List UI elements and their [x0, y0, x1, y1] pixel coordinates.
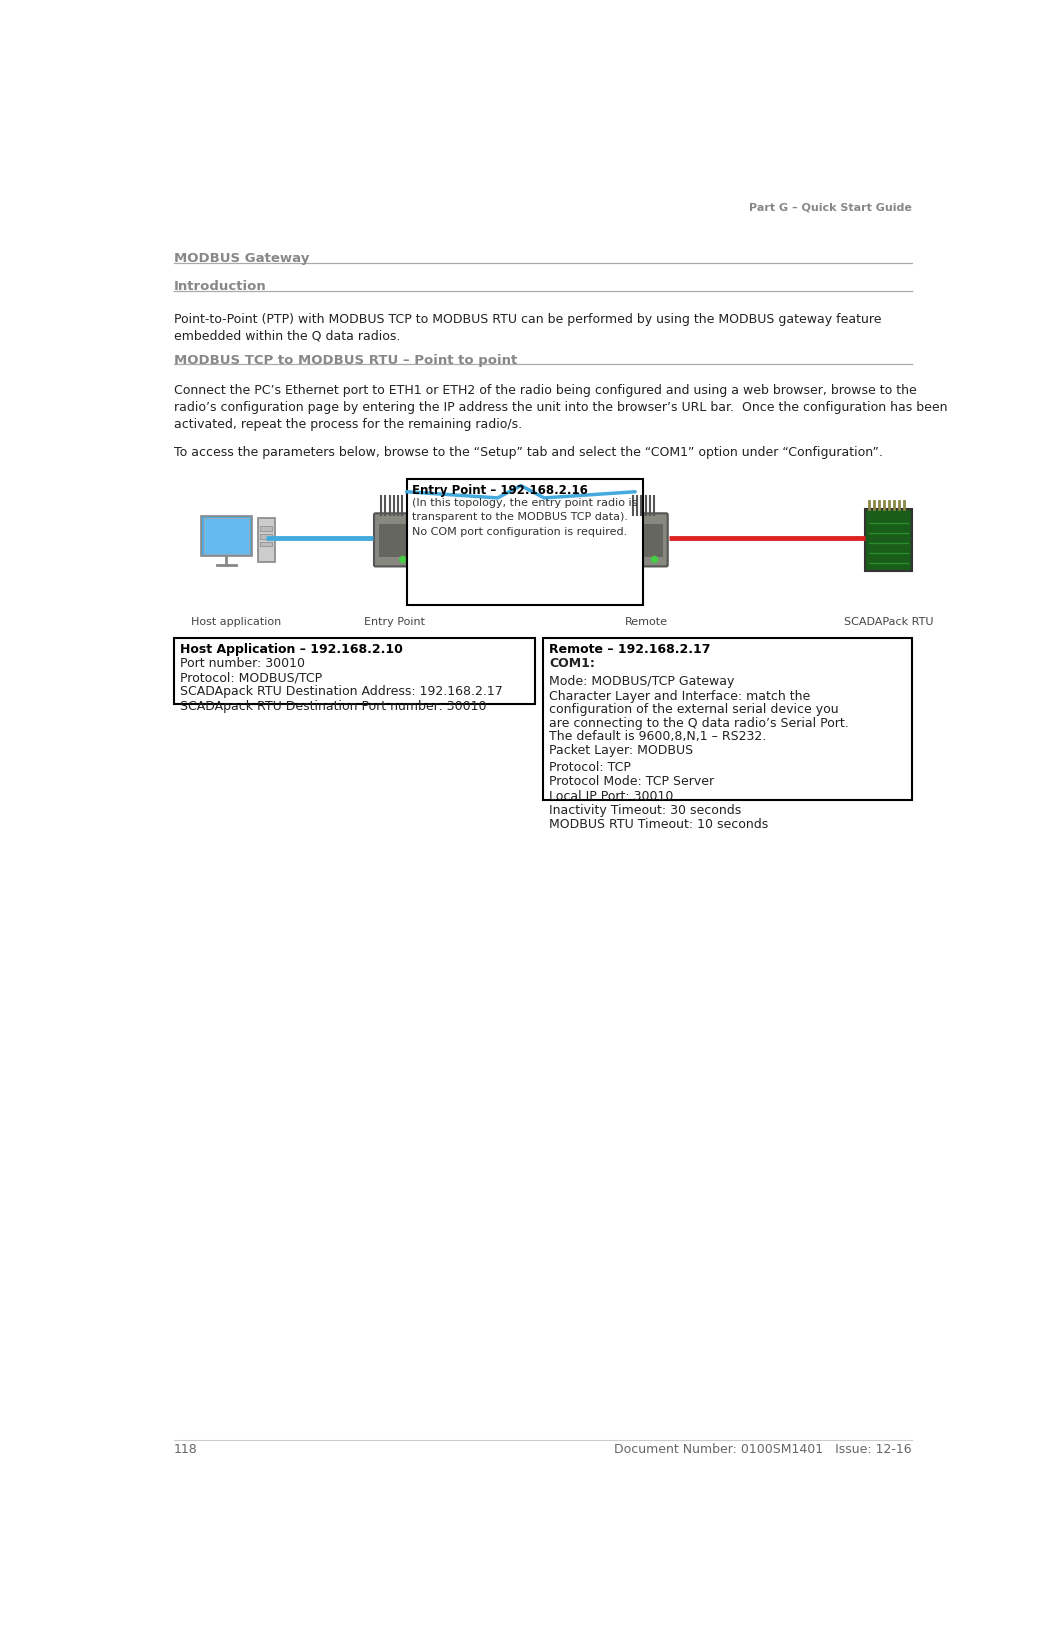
Text: Remote – 192.168.2.17: Remote – 192.168.2.17 — [550, 643, 711, 656]
Text: activated, repeat the process for the remaining radio/s.: activated, repeat the process for the re… — [175, 417, 523, 431]
Text: Introduction: Introduction — [175, 280, 267, 293]
Text: embedded within the Q data radios.: embedded within the Q data radios. — [175, 329, 400, 342]
Text: MODBUS Gateway: MODBUS Gateway — [175, 252, 310, 265]
Text: SCADApack RTU Destination Port number: 30010: SCADApack RTU Destination Port number: 3… — [180, 699, 486, 712]
FancyBboxPatch shape — [175, 638, 535, 704]
FancyBboxPatch shape — [260, 534, 272, 539]
Text: MODBUS TCP to MODBUS RTU – Point to point: MODBUS TCP to MODBUS RTU – Point to poin… — [175, 354, 517, 367]
Text: 118: 118 — [175, 1444, 197, 1455]
FancyBboxPatch shape — [631, 524, 663, 557]
Text: Character Layer and Interface: match the: Character Layer and Interface: match the — [550, 689, 810, 702]
Circle shape — [400, 557, 406, 563]
Text: are connecting to the Q data radio’s Serial Port.: are connecting to the Q data radio’s Ser… — [550, 717, 849, 730]
FancyBboxPatch shape — [374, 514, 416, 566]
Text: MODBUS RTU Timeout: 10 seconds: MODBUS RTU Timeout: 10 seconds — [550, 818, 769, 832]
Text: Entry Point – 192.168.2.16: Entry Point – 192.168.2.16 — [412, 483, 588, 496]
Text: The default is 9600,8,N,1 – RS232.: The default is 9600,8,N,1 – RS232. — [550, 730, 767, 743]
Text: Connect the PC’s Ethernet port to ETH1 or ETH2 of the radio being configured and: Connect the PC’s Ethernet port to ETH1 o… — [175, 385, 916, 398]
Text: COM1:: COM1: — [550, 656, 595, 670]
Text: SCADAPack RTU: SCADAPack RTU — [844, 617, 933, 627]
FancyBboxPatch shape — [406, 480, 643, 606]
Text: configuration of the external serial device you: configuration of the external serial dev… — [550, 704, 838, 715]
Text: (In this topology, the entry point radio is: (In this topology, the entry point radio… — [412, 498, 637, 507]
Text: radio’s configuration page by entering the IP address the unit into the browser’: radio’s configuration page by entering t… — [175, 401, 948, 414]
FancyBboxPatch shape — [543, 638, 912, 800]
Text: Host application: Host application — [191, 617, 282, 627]
Text: Remote: Remote — [625, 617, 668, 627]
FancyBboxPatch shape — [625, 514, 668, 566]
Text: Protocol: MODBUS/TCP: Protocol: MODBUS/TCP — [180, 671, 322, 684]
FancyBboxPatch shape — [865, 509, 912, 571]
FancyBboxPatch shape — [258, 517, 274, 561]
FancyBboxPatch shape — [378, 524, 411, 557]
FancyBboxPatch shape — [260, 542, 272, 547]
Text: Packet Layer: MODBUS: Packet Layer: MODBUS — [550, 743, 693, 756]
Text: SCADApack RTU Destination Address: 192.168.2.17: SCADApack RTU Destination Address: 192.1… — [180, 686, 503, 699]
Text: Protocol: TCP: Protocol: TCP — [550, 761, 631, 774]
Text: Document Number: 0100SM1401   Issue: 12-16: Document Number: 0100SM1401 Issue: 12-16 — [614, 1444, 912, 1455]
Text: Inactivity Timeout: 30 seconds: Inactivity Timeout: 30 seconds — [550, 804, 742, 817]
FancyBboxPatch shape — [202, 516, 251, 557]
Text: Protocol Mode: TCP Server: Protocol Mode: TCP Server — [550, 776, 714, 789]
Text: Host Application – 192.168.2.10: Host Application – 192.168.2.10 — [180, 643, 403, 656]
Circle shape — [651, 557, 658, 563]
Text: Mode: MODBUS/TCP Gateway: Mode: MODBUS/TCP Gateway — [550, 676, 735, 689]
Text: Point-to-Point (PTP) with MODBUS TCP to MODBUS RTU can be performed by using the: Point-to-Point (PTP) with MODBUS TCP to … — [175, 313, 881, 326]
Text: Part G – Quick Start Guide: Part G – Quick Start Guide — [749, 203, 912, 213]
Text: transparent to the MODBUS TCP data).: transparent to the MODBUS TCP data). — [412, 512, 628, 522]
FancyBboxPatch shape — [204, 519, 249, 553]
Text: Entry Point: Entry Point — [365, 617, 425, 627]
Text: No COM port configuration is required.: No COM port configuration is required. — [412, 527, 628, 537]
Text: To access the parameters below, browse to the “Setup” tab and select the “COM1” : To access the parameters below, browse t… — [175, 445, 883, 458]
FancyBboxPatch shape — [260, 527, 272, 530]
Text: Local IP Port: 30010: Local IP Port: 30010 — [550, 789, 673, 802]
Text: Port number: 30010: Port number: 30010 — [180, 656, 305, 670]
